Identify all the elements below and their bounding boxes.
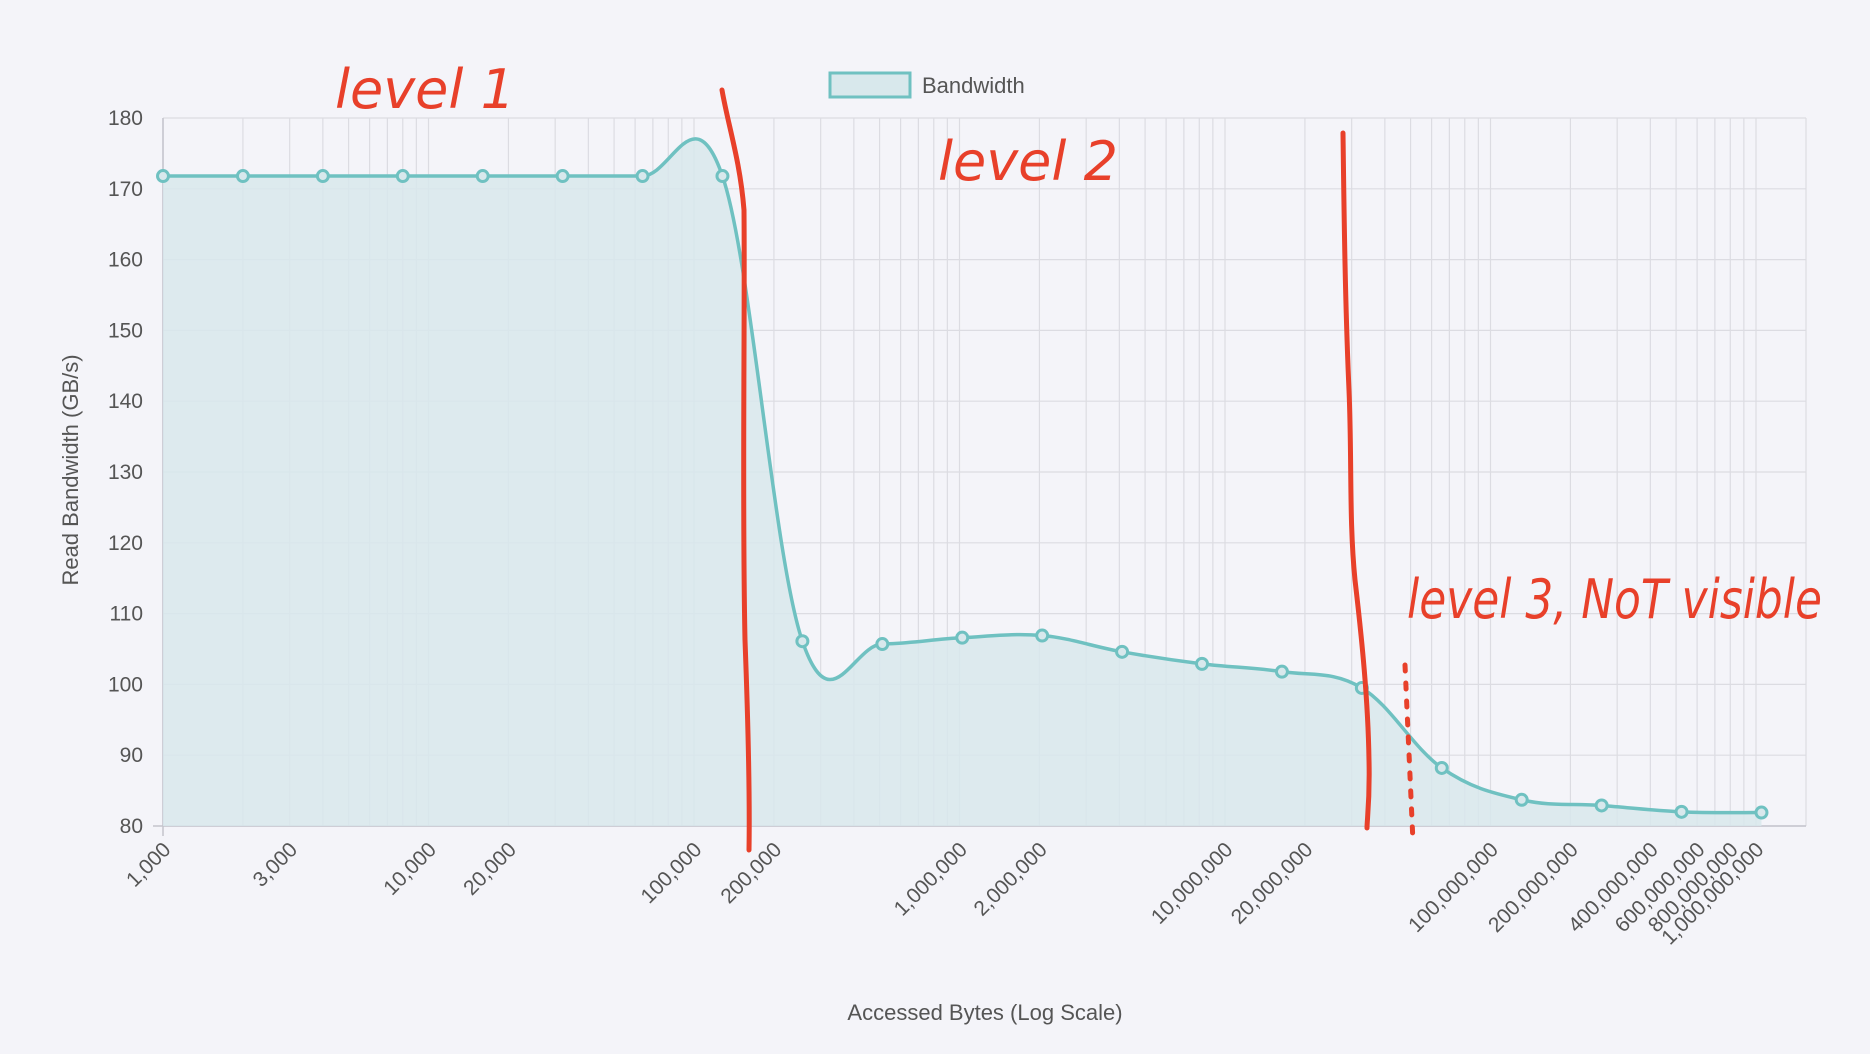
annotation-dotted-line (1402, 662, 1416, 845)
handwritten-annotations: level 1 level 2 level 3, NoT visible (335, 58, 1822, 853)
legend[interactable]: Bandwidth (828, 71, 1025, 99)
x-tick-label: 10,000 (379, 838, 441, 900)
data-point[interactable] (795, 634, 810, 649)
annotation-level-2: level 2 (938, 130, 1118, 193)
data-point[interactable] (1035, 628, 1050, 643)
y-tick-label: 110 (110, 603, 143, 626)
y-tick-label: 120 (108, 532, 143, 555)
x-tick-label: 3,000 (249, 838, 302, 891)
data-point[interactable] (875, 637, 890, 652)
x-tick-label: 1,000 (122, 838, 175, 891)
legend-swatch[interactable] (828, 71, 912, 99)
y-axis-ticks: 80 90 100 110 120 130 140 150 160 170 180 (108, 107, 143, 838)
y-tick-label: 170 (108, 178, 143, 201)
y-tick-label: 90 (120, 744, 143, 767)
annotation-level-1: level 1 (335, 58, 515, 121)
y-tick-label: 100 (108, 673, 143, 696)
data-point[interactable] (715, 169, 730, 184)
data-point[interactable] (156, 169, 170, 184)
y-tick-label: 160 (108, 249, 143, 272)
data-point[interactable] (235, 169, 250, 184)
data-point[interactable] (555, 169, 570, 184)
data-points (156, 169, 1769, 820)
y-tick-label: 180 (108, 107, 143, 130)
y-tick-label: 80 (120, 815, 143, 838)
data-point[interactable] (475, 169, 490, 184)
data-point[interactable] (1754, 805, 1769, 820)
data-point[interactable] (1514, 792, 1529, 807)
x-tick-label: 10,000,000 (1147, 838, 1238, 929)
data-point[interactable] (1195, 656, 1210, 671)
y-tick-label: 150 (108, 319, 143, 342)
data-point[interactable] (955, 630, 970, 645)
bandwidth-area-fill (163, 138, 1762, 826)
annotation-boundary-line-1 (719, 87, 752, 853)
x-tick-label: 20,000 (459, 838, 521, 900)
x-axis-title: Accessed Bytes (Log Scale) (847, 1000, 1122, 1025)
y-tick-label: 140 (108, 390, 143, 413)
data-point[interactable] (1674, 804, 1689, 819)
annotation-level-3: level 3, NoT visible (1407, 568, 1822, 631)
x-tick-label: 2,000,000 (970, 838, 1052, 920)
x-tick-label: 100,000 (636, 838, 706, 908)
data-point[interactable] (1434, 760, 1449, 775)
data-point[interactable] (1594, 798, 1609, 813)
x-axis-ticks: 1,000 3,000 10,000 20,000 100,000 200,000 1,00… (122, 838, 1768, 949)
y-tick-label: 130 (108, 461, 143, 484)
x-tick-label: 1,000,000 (890, 838, 972, 920)
data-point[interactable] (315, 169, 330, 184)
legend-label[interactable]: Bandwidth (922, 73, 1025, 98)
annotation-boundary-line-2 (1340, 130, 1372, 831)
data-point[interactable] (1274, 664, 1289, 679)
data-point[interactable] (635, 169, 650, 184)
data-point[interactable] (395, 169, 410, 184)
y-axis-title: Read Bandwidth (GB/s) (58, 354, 83, 585)
x-tick-label: 20,000,000 (1227, 838, 1318, 929)
data-point[interactable] (1115, 644, 1130, 659)
